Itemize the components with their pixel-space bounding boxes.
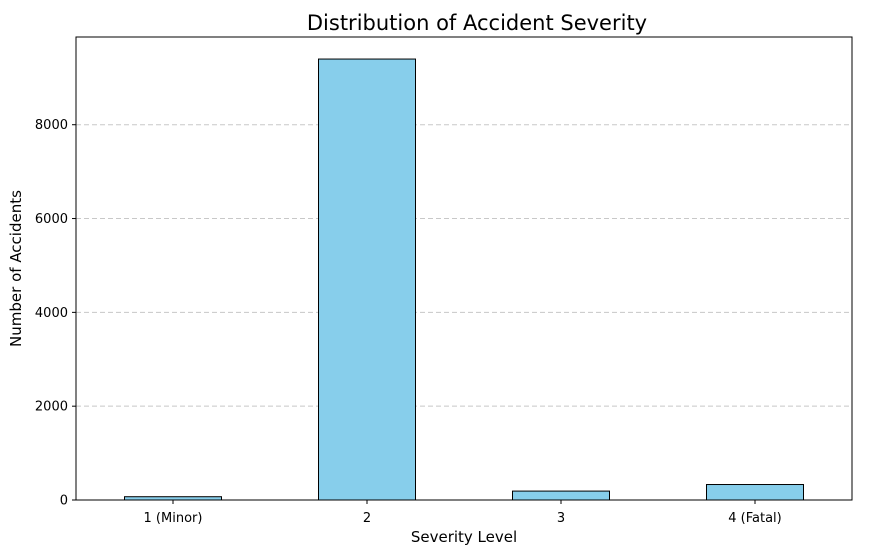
bars — [124, 58, 804, 501]
bar-4 — [706, 484, 804, 501]
x-tick-label: 3 — [557, 511, 565, 526]
gridlines — [76, 124, 852, 407]
y-tick-label: 0 — [60, 494, 68, 509]
y-axis-ticks: 0 2000 4000 6000 8000 — [35, 118, 76, 509]
x-tick-label: 1 (Minor) — [144, 511, 203, 526]
x-axis-title: Severity Level — [411, 528, 517, 546]
x-axis-ticks: 1 (Minor) 2 3 4 (Fatal) — [144, 500, 782, 526]
y-tick-label: 6000 — [35, 212, 68, 227]
x-tick-label: 2 — [363, 511, 371, 526]
y-tick-label: 4000 — [35, 306, 68, 321]
plot-frame — [75, 36, 853, 501]
bar-2 — [318, 58, 416, 501]
chart-title: Distribution of Accident Severity — [307, 11, 647, 35]
bar-3 — [512, 490, 610, 501]
y-tick-label: 8000 — [35, 118, 68, 133]
x-tick-label: 4 (Fatal) — [728, 511, 781, 526]
y-axis-title: Number of Accidents — [7, 190, 25, 347]
y-tick-label: 2000 — [35, 400, 68, 415]
